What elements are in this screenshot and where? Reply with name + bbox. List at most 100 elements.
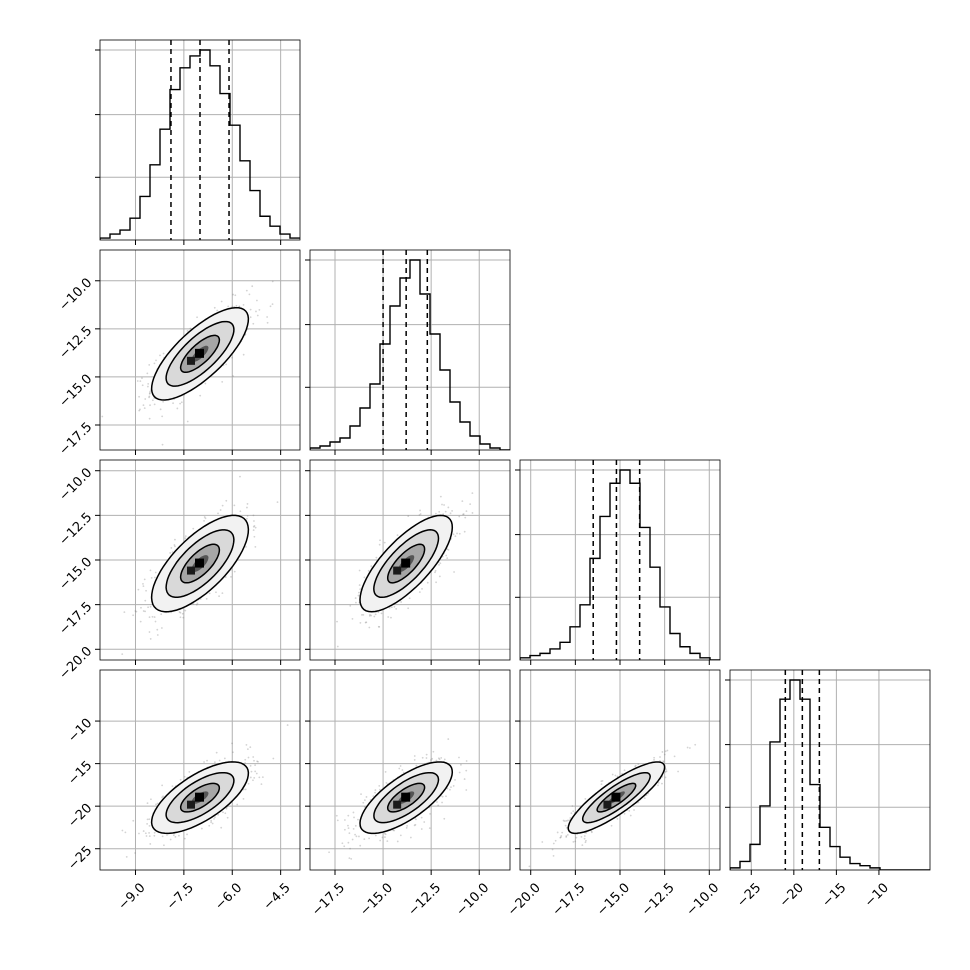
scatter-point [245, 743, 248, 746]
scatter-point [415, 764, 418, 767]
panel-2-2 [515, 459, 721, 665]
scatter-point [383, 541, 386, 544]
scatter-point [347, 824, 349, 827]
scatter-point [220, 826, 223, 829]
scatter-point [161, 784, 164, 787]
scatter-point [153, 576, 156, 579]
scatter-point [199, 394, 202, 397]
scatter-point [378, 625, 381, 628]
scatter-point [365, 621, 368, 624]
scatter-point [269, 305, 272, 308]
scatter-point [247, 782, 250, 785]
scatter-point [249, 308, 252, 311]
x-tick-label: −17.5 [309, 880, 348, 919]
scatter-point [443, 504, 445, 506]
scatter-point [142, 610, 145, 612]
density-peak [393, 566, 402, 575]
scatter-point [159, 408, 162, 411]
scatter-point [439, 562, 442, 565]
scatter-point [565, 836, 568, 838]
scatter-point [154, 571, 157, 574]
scatter-point [246, 514, 249, 517]
scatter-point [173, 544, 176, 546]
scatter-point [434, 569, 437, 572]
scatter-point [435, 512, 437, 515]
scatter-point [354, 597, 357, 599]
scatter-point [256, 299, 258, 302]
scatter-point [407, 515, 410, 517]
scatter-point [657, 784, 659, 787]
scatter-point [225, 807, 228, 810]
scatter-point [145, 835, 148, 837]
scatter-point [528, 865, 531, 868]
scatter-point [142, 830, 145, 832]
scatter-point [454, 535, 457, 538]
scatter-point [637, 763, 640, 766]
scatter-point [420, 828, 423, 830]
panel-1-1 [305, 249, 511, 455]
scatter-point [392, 829, 395, 832]
scatter-point [146, 818, 149, 821]
scatter-point [254, 526, 257, 529]
scatter-point [634, 764, 637, 767]
scatter-point [643, 797, 646, 800]
scatter-point [146, 372, 149, 375]
scatter-point [246, 506, 248, 509]
scatter-point [556, 831, 559, 834]
scatter-point [384, 771, 387, 773]
scatter-point [336, 645, 339, 648]
scatter-point [621, 772, 624, 775]
panel-0-0 [95, 39, 301, 245]
density-peak [401, 792, 411, 802]
scatter-point [402, 771, 405, 774]
scatter-point [380, 612, 383, 615]
scatter-point [169, 552, 172, 554]
scatter-point [628, 809, 631, 812]
histogram-1 [310, 259, 510, 450]
scatter-point [138, 409, 141, 412]
scatter-point [215, 591, 217, 594]
scatter-point [551, 848, 554, 851]
scatter-point [149, 605, 152, 608]
scatter-point [248, 293, 251, 296]
scatter-point [252, 756, 255, 758]
scatter-point [179, 611, 182, 614]
x-tick-label: −12.5 [639, 880, 678, 919]
scatter-point [203, 516, 206, 518]
scatter-point [409, 836, 412, 839]
scatter-point [121, 653, 124, 656]
scatter-point [368, 626, 371, 629]
scatter-point [260, 783, 263, 786]
scatter-point [226, 816, 229, 819]
x-tick-label: −6.0 [212, 880, 245, 913]
scatter-point [425, 757, 428, 759]
scatter-point [225, 363, 228, 366]
scatter-point [252, 322, 255, 325]
scatter-point [611, 773, 614, 776]
scatter-point [149, 404, 151, 407]
panel-2-1 [305, 459, 511, 665]
scatter-point [184, 535, 187, 538]
scatter-point [153, 831, 156, 834]
scatter-point [150, 576, 153, 579]
scatter-point [252, 525, 255, 528]
scatter-point [458, 515, 461, 518]
scatter-point [148, 364, 151, 366]
y-tick-label: −10.0 [57, 275, 96, 314]
scatter-point [200, 827, 203, 830]
scatter-point [590, 830, 593, 833]
scatter-point [256, 760, 258, 763]
scatter-point [347, 827, 350, 830]
scatter-point [580, 836, 583, 838]
x-tick-label: −15.0 [594, 880, 633, 919]
scatter-point [210, 821, 213, 824]
scatter-point [446, 787, 449, 790]
scatter-point [250, 770, 253, 773]
scatter-point [336, 620, 338, 623]
scatter-point [148, 835, 151, 838]
scatter-point [453, 571, 455, 573]
scatter-point [583, 835, 586, 837]
scatter-point [418, 514, 421, 516]
scatter-point [210, 819, 213, 822]
scatter-point [348, 857, 351, 860]
